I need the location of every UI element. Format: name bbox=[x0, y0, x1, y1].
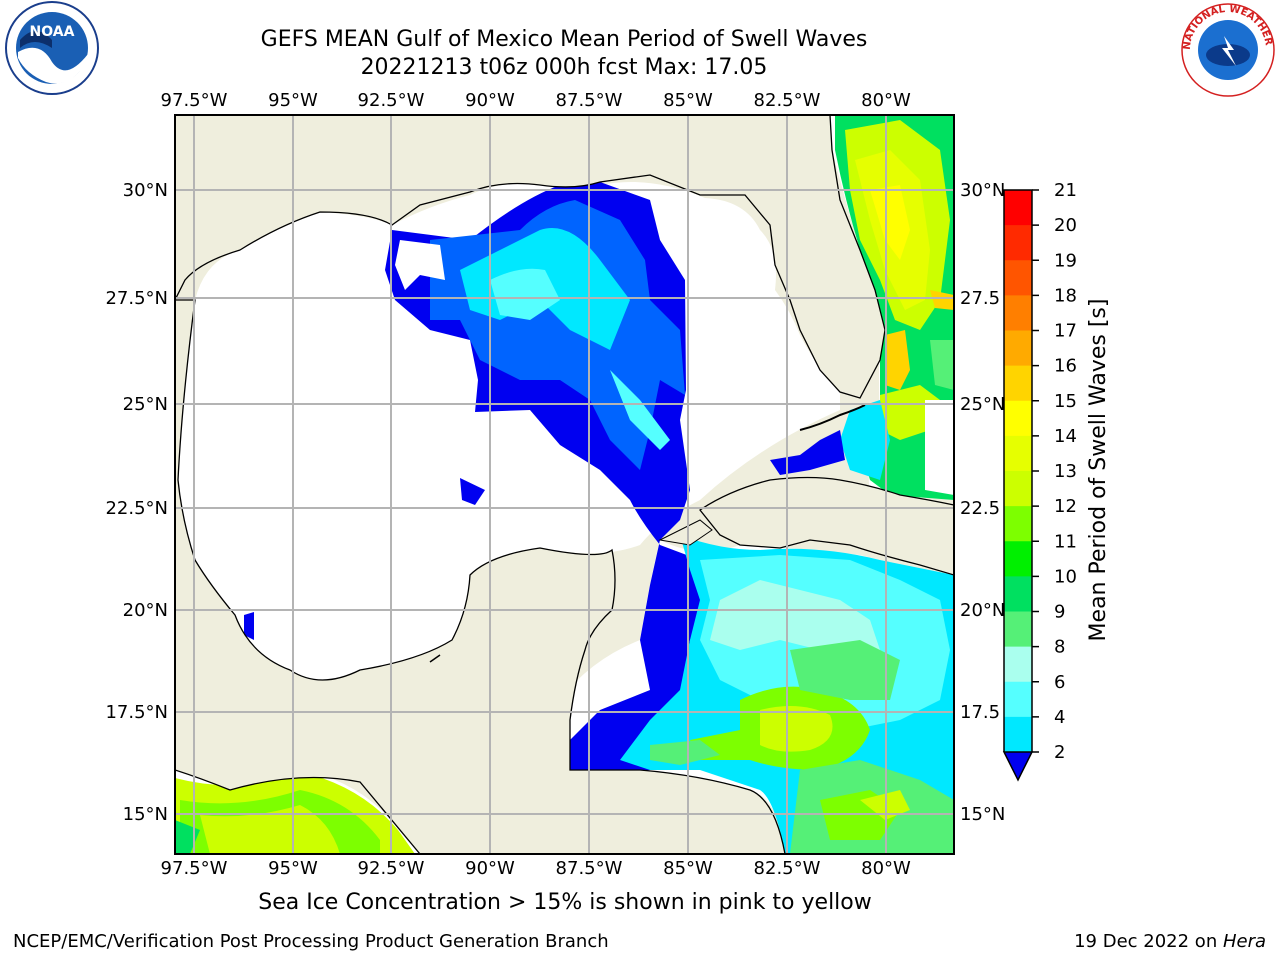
lon-label: 85°W bbox=[663, 90, 713, 111]
colorbar-tick-label: 13 bbox=[1054, 461, 1077, 482]
footer-machine: Hera bbox=[1222, 931, 1266, 952]
lat-label: 30°N bbox=[123, 180, 168, 201]
lat-label: 27.5 bbox=[960, 288, 1000, 309]
colorbar-tick-label: 17 bbox=[1054, 321, 1077, 342]
colorbar-segment bbox=[1004, 681, 1032, 718]
colorbar-tick-label: 11 bbox=[1054, 531, 1077, 552]
colorbar-segment bbox=[1004, 400, 1032, 437]
lon-label: 97.5°W bbox=[161, 858, 228, 879]
footer-date-text: 19 Dec 2022 on bbox=[1074, 931, 1223, 952]
lon-label: 95°W bbox=[268, 858, 318, 879]
lat-label: 15°N bbox=[960, 804, 1005, 825]
colorbar-segment bbox=[1004, 541, 1032, 577]
lon-label: 87.5°W bbox=[556, 90, 623, 111]
colorbar-tick-label: 4 bbox=[1054, 707, 1065, 728]
lat-label: 15°N bbox=[123, 804, 168, 825]
lon-label: 95°W bbox=[268, 90, 318, 111]
colorbar-tick-label: 19 bbox=[1054, 250, 1077, 271]
cuba-land bbox=[699, 476, 954, 576]
colorbar-segment bbox=[1004, 330, 1032, 367]
lat-label: 25°N bbox=[123, 394, 168, 415]
map-content bbox=[175, 115, 954, 854]
lat-labels-right: 30°N 27.5 25°N 22.5 20°N 17.5 15°N bbox=[960, 180, 1005, 825]
colorbar-tick-label: 20 bbox=[1054, 215, 1077, 236]
lon-label: 80°W bbox=[861, 858, 911, 879]
colorbar: 21 20 19 18 17 16 15 14 13 12 11 10 9 8 6 4 2 bbox=[1002, 180, 1077, 782]
lon-label: 92.5°W bbox=[358, 90, 425, 111]
footer-branch: NCEP/EMC/Verification Post Processing Pr… bbox=[13, 931, 609, 952]
colorbar-segment bbox=[1004, 260, 1032, 296]
lat-label: 30°N bbox=[960, 180, 1005, 201]
lat-label: 25°N bbox=[960, 394, 1005, 415]
lat-label: 20°N bbox=[960, 600, 1005, 621]
noaa-logo-text: NOAA bbox=[30, 24, 75, 40]
lat-label: 17.5 bbox=[960, 702, 1000, 723]
colorbar-segment bbox=[1004, 435, 1032, 472]
lon-label: 92.5°W bbox=[358, 858, 425, 879]
mexico-land bbox=[175, 299, 786, 854]
lat-label: 17.5°N bbox=[105, 702, 168, 723]
colorbar-tick-label: 16 bbox=[1054, 356, 1077, 377]
colorbar-segment bbox=[1004, 365, 1032, 402]
lon-label: 97.5°W bbox=[161, 90, 228, 111]
colorbar-tick-label: 14 bbox=[1054, 426, 1077, 447]
lon-label: 87.5°W bbox=[556, 858, 623, 879]
colorbar-segment bbox=[1004, 295, 1032, 331]
colorbar-segment bbox=[1004, 716, 1032, 753]
colorbar-tick-label: 8 bbox=[1054, 637, 1065, 658]
colorbar-tick-label: 2 bbox=[1054, 742, 1065, 763]
lon-labels-top: 97.5°W 95°W 92.5°W 90°W 87.5°W 85°W 82.5… bbox=[161, 90, 911, 111]
colorbar-segment bbox=[1004, 611, 1032, 648]
lat-label: 27.5°N bbox=[105, 288, 168, 309]
colorbar-extend-arrow bbox=[1002, 751, 1034, 782]
lat-label: 20°N bbox=[123, 600, 168, 621]
colorbar-label: Mean Period of Swell Waves [s] bbox=[1086, 299, 1111, 642]
footer-date: 19 Dec 2022 on Hera bbox=[1074, 931, 1266, 952]
colorbar-segment bbox=[1004, 190, 1032, 226]
lat-label: 22.5 bbox=[960, 498, 1000, 519]
colorbar-tick-label: 6 bbox=[1054, 672, 1065, 693]
colorbar-tick-label: 18 bbox=[1054, 285, 1077, 306]
colorbar-tick-label: 10 bbox=[1054, 566, 1077, 587]
lon-label: 82.5°W bbox=[754, 90, 821, 111]
colorbar-tick-label: 15 bbox=[1054, 391, 1077, 412]
lon-label: 82.5°W bbox=[754, 858, 821, 879]
colorbar-segment bbox=[1004, 471, 1032, 507]
colorbar-segment bbox=[1004, 506, 1032, 542]
chart-title-line1: GEFS MEAN Gulf of Mexico Mean Period of … bbox=[260, 27, 868, 52]
colorbar-segment bbox=[1004, 225, 1032, 261]
lat-labels-left: 30°N 27.5°N 25°N 22.5°N 20°N 17.5°N 15°N bbox=[105, 180, 168, 825]
lon-label: 80°W bbox=[861, 90, 911, 111]
lon-label: 90°W bbox=[465, 858, 515, 879]
noaa-logo: NOAA bbox=[5, 1, 99, 95]
lon-labels-bottom: 97.5°W 95°W 92.5°W 90°W 87.5°W 85°W 82.5… bbox=[161, 858, 911, 879]
colorbar-tick-label: 12 bbox=[1054, 496, 1077, 517]
lat-label: 22.5°N bbox=[105, 498, 168, 519]
colorbar-tick-label: 9 bbox=[1054, 602, 1065, 623]
lon-label: 90°W bbox=[465, 90, 515, 111]
colorbar-segment bbox=[1004, 576, 1032, 612]
sea-ice-caption: Sea Ice Concentration > 15% is shown in … bbox=[258, 890, 872, 915]
nws-logo: NATIONAL WEATHER SERVICE bbox=[1178, 0, 1275, 97]
colorbar-tick-label: 21 bbox=[1054, 180, 1077, 201]
colorbar-segment bbox=[1004, 646, 1032, 683]
gridlines bbox=[175, 115, 954, 854]
chart-title-line2: 20221213 t06z 000h fcst Max: 17.05 bbox=[360, 55, 768, 80]
map-frame bbox=[174, 114, 955, 855]
lon-label: 85°W bbox=[663, 858, 713, 879]
